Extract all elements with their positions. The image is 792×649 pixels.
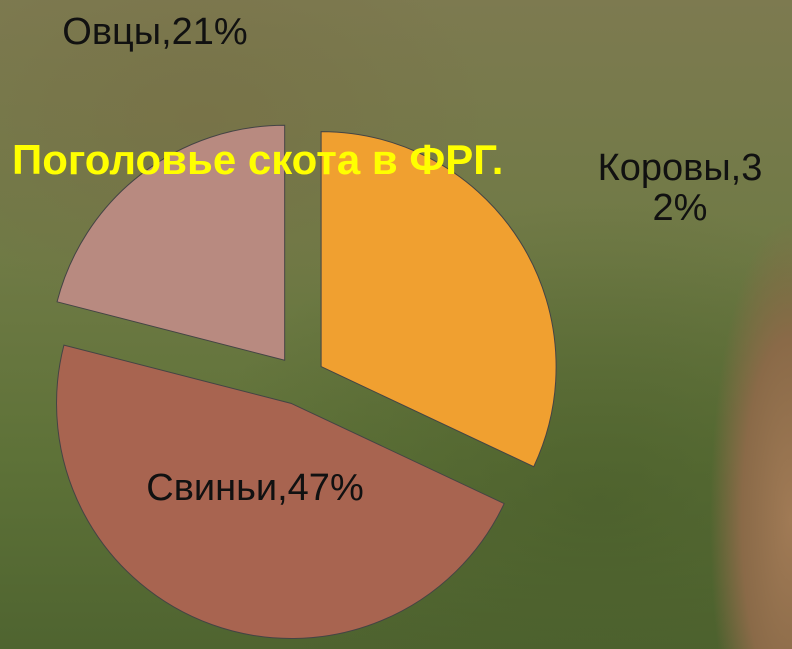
- data-label: Овцы,21%: [62, 11, 248, 53]
- data-label: Коровы,32%: [597, 147, 763, 229]
- pie-slice: [56, 344, 505, 640]
- pie-slice: [56, 124, 286, 361]
- chart-title: Поголовье скота в ФРГ.: [12, 136, 504, 183]
- data-label: Свиньи,47%: [146, 467, 364, 509]
- pie-slice: [320, 131, 557, 468]
